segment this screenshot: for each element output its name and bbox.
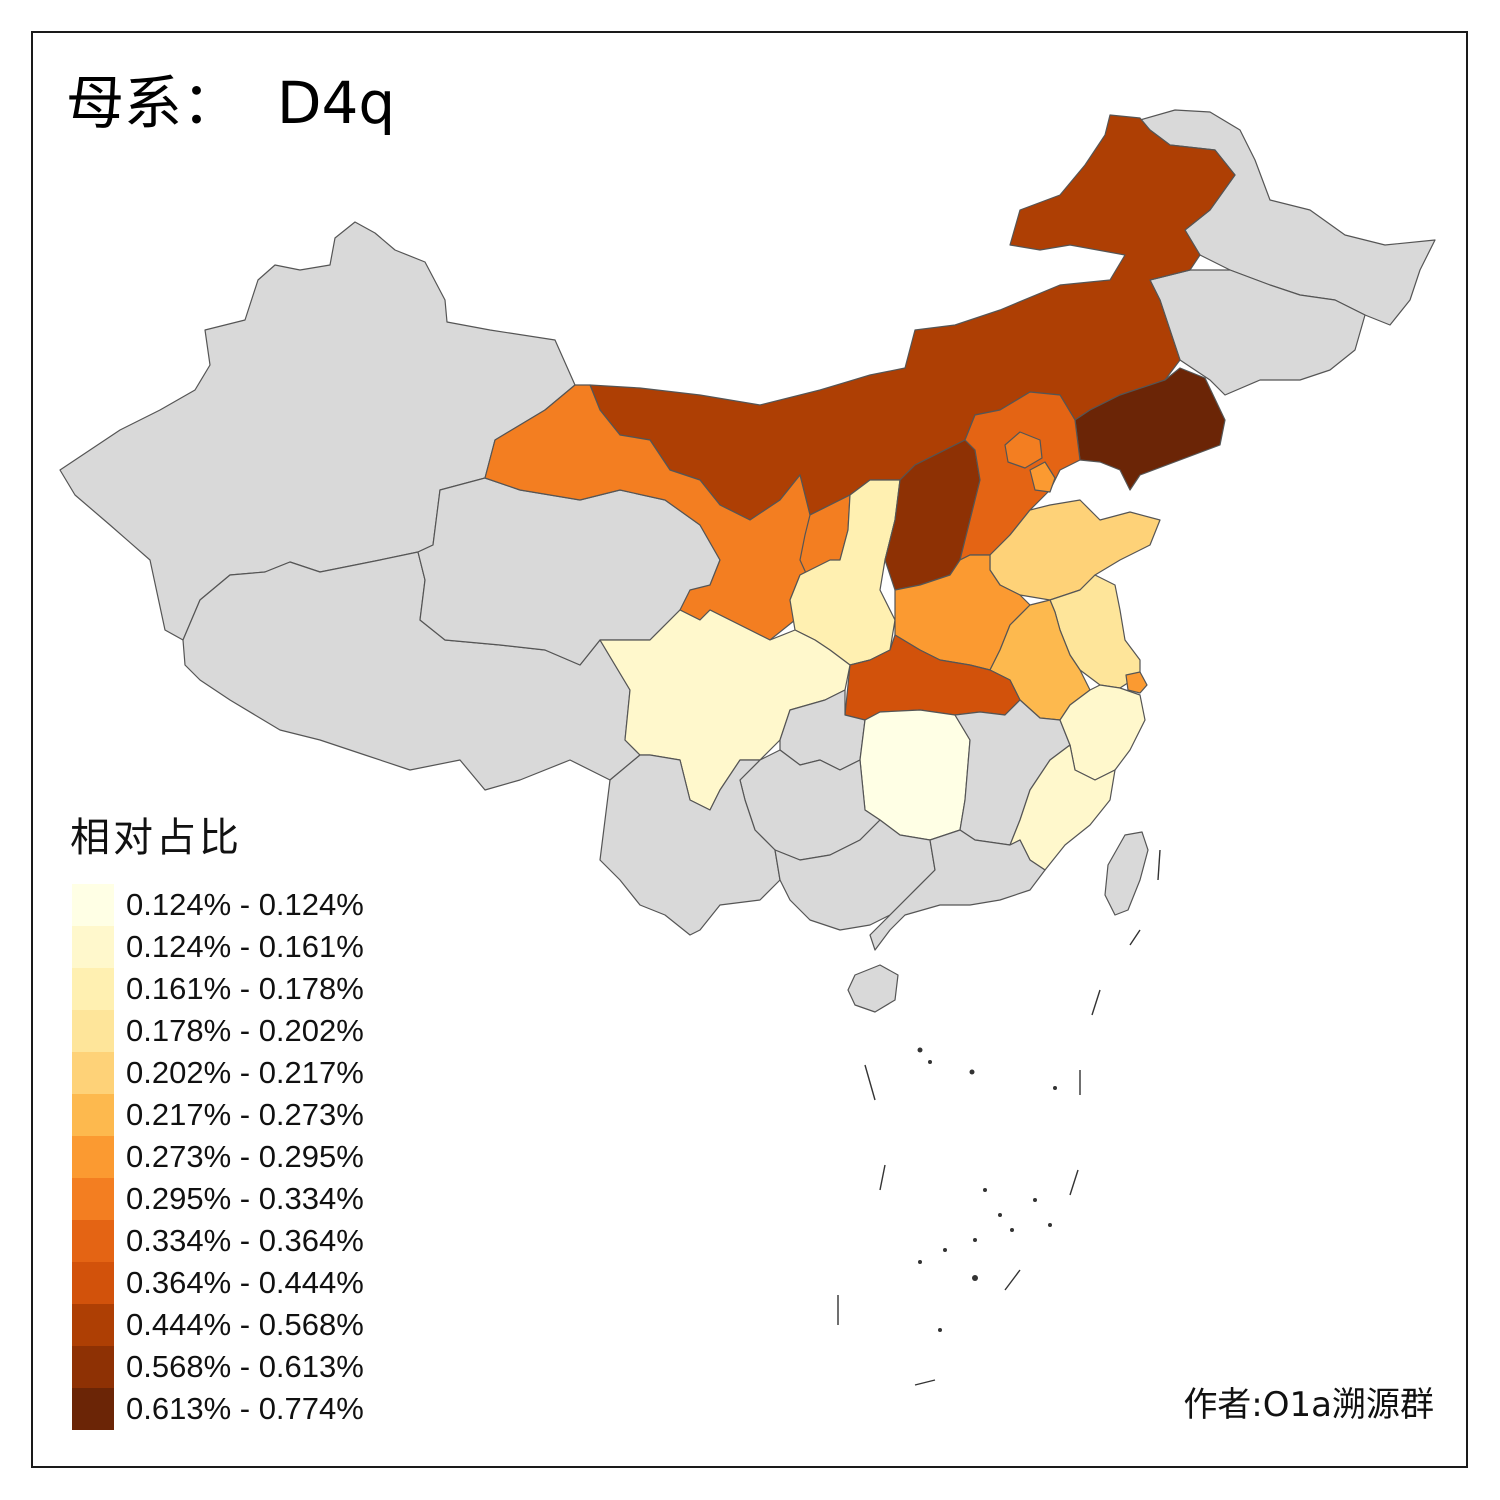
legend-label: 0.334% - 0.364%: [126, 1223, 364, 1258]
legend-label: 0.178% - 0.202%: [126, 1013, 364, 1048]
legend-swatch: [72, 1262, 114, 1304]
region-hainan[interactable]: [847, 964, 899, 1013]
map-title: 母系： D4q: [66, 69, 396, 137]
region-tianjin[interactable]: [1029, 461, 1056, 493]
legend-swatch: [72, 968, 114, 1010]
region-guangdong[interactable]: [869, 829, 1046, 951]
legend-swatch: [72, 1178, 114, 1220]
region-liaoning[interactable]: [1074, 367, 1226, 491]
legend-label: 0.364% - 0.444%: [126, 1265, 364, 1300]
region-shanghai[interactable]: [1125, 671, 1148, 694]
legend-label: 0.161% - 0.178%: [126, 971, 364, 1006]
legend-label: 0.202% - 0.217%: [126, 1055, 364, 1090]
legend-swatch: [72, 884, 114, 926]
legend-swatch: [72, 1346, 114, 1388]
author-credit: 作者:O1a溯源群: [1183, 1385, 1434, 1425]
legend-title: 相对占比: [70, 815, 242, 861]
legend-swatch: [72, 1052, 114, 1094]
legend-swatch: [72, 1136, 114, 1178]
legend-label: 0.124% - 0.124%: [126, 887, 364, 922]
legend-label: 0.444% - 0.568%: [126, 1307, 364, 1342]
legend-swatch: [72, 1220, 114, 1262]
legend-label: 0.295% - 0.334%: [126, 1181, 364, 1216]
region-beijing[interactable]: [1004, 431, 1043, 469]
legend-swatch: [72, 1388, 114, 1430]
legend-label: 0.217% - 0.273%: [126, 1097, 364, 1132]
legend-label: 0.124% - 0.161%: [126, 929, 364, 964]
south-china-sea-islands: [837, 849, 1161, 1386]
legend-label: 0.273% - 0.295%: [126, 1139, 364, 1174]
legend-label: 0.568% - 0.613%: [126, 1349, 364, 1384]
region-taiwan[interactable]: [1104, 831, 1149, 916]
legend-swatch: [72, 1094, 114, 1136]
region-hebei[interactable]: [959, 391, 1081, 561]
legend-label: 0.613% - 0.774%: [126, 1391, 364, 1426]
legend-swatch: [72, 1304, 114, 1346]
legend-swatch: [72, 1010, 114, 1052]
legend-swatch: [72, 926, 114, 968]
